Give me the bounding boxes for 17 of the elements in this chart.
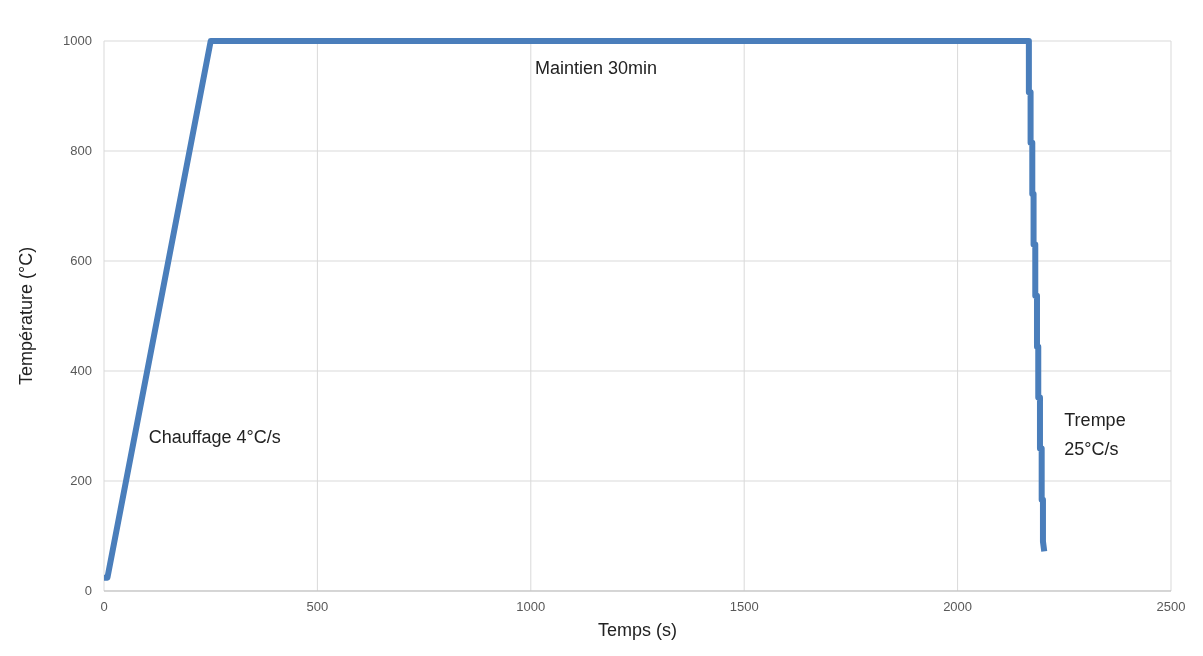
- annotation: Trempe 25°C/s: [1064, 410, 1126, 459]
- x-axis-title: Temps (s): [597, 620, 678, 640]
- x-tick-label: 0: [100, 599, 108, 614]
- x-tick-label: 1000: [516, 599, 546, 614]
- annotation: Maintien 30min: [535, 58, 658, 78]
- y-axis-title: Température (°C): [16, 246, 36, 386]
- x-tick-label: 2000: [943, 599, 973, 614]
- x-tick-label: 2500: [1156, 599, 1186, 614]
- y-tick-label: 200: [70, 473, 92, 488]
- y-tick-label: 800: [70, 143, 92, 158]
- x-tick-label: 1500: [729, 599, 759, 614]
- x-tick-label: 500: [306, 599, 329, 614]
- y-tick-label: 0: [84, 583, 92, 598]
- y-tick-label: 1000: [63, 33, 92, 48]
- y-tick-label: 600: [70, 253, 92, 268]
- y-tick-label: 400: [70, 363, 92, 378]
- annotation: Chauffage 4°C/s: [148, 426, 281, 447]
